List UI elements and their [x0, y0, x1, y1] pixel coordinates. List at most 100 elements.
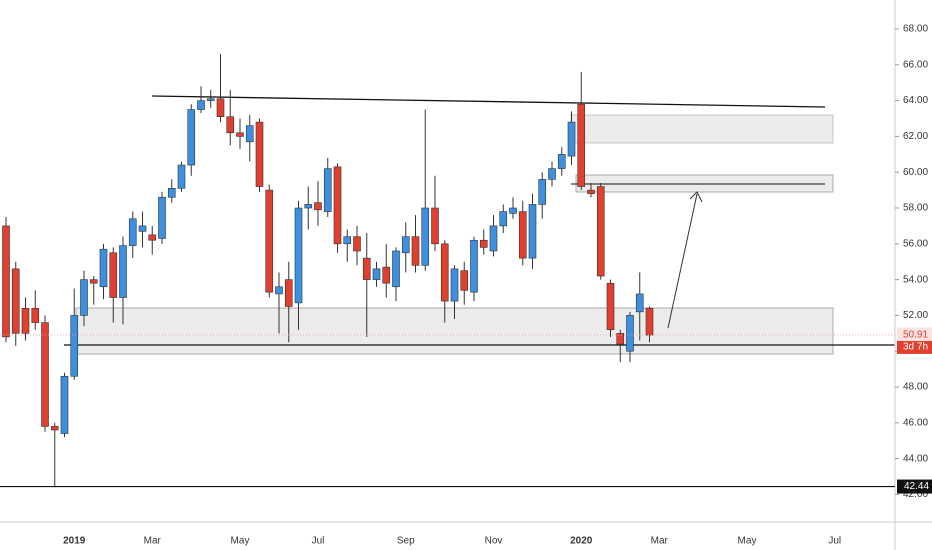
- level-label: 42.44: [904, 481, 929, 492]
- candle-body: [119, 245, 127, 298]
- candle-body: [343, 236, 352, 245]
- candle-body: [167, 188, 176, 198]
- candle-body: [197, 100, 205, 110]
- candle-body: [557, 154, 566, 169]
- y-tick-label: 48.00: [903, 382, 928, 393]
- last-price-label: 50.91: [903, 330, 928, 341]
- arrow: [667, 193, 698, 329]
- candle-body: [411, 236, 420, 266]
- y-tick-label: 66.00: [903, 59, 928, 70]
- candle-body: [11, 268, 20, 334]
- candle-body: [499, 211, 508, 227]
- countdown-label: 3d 7h: [903, 342, 928, 353]
- candle-body: [489, 225, 498, 252]
- candle-body: [206, 98, 215, 101]
- candle-body: [304, 204, 313, 209]
- candle-body: [567, 121, 576, 157]
- arrow-head: [689, 191, 703, 203]
- y-tick-label: 60.00: [903, 167, 928, 178]
- candle-body: [353, 236, 361, 252]
- candle-body: [70, 315, 79, 377]
- candle-body: [99, 248, 108, 288]
- candle-body: [60, 375, 69, 434]
- y-tick-label: 54.00: [903, 274, 928, 285]
- candle-body: [148, 234, 157, 241]
- candle-body: [255, 121, 264, 187]
- candle-body: [470, 239, 478, 293]
- candle-body: [21, 307, 30, 334]
- trend-line: [151, 95, 826, 108]
- candle-body: [187, 109, 196, 166]
- candle-body: [89, 279, 98, 284]
- candle-body: [158, 196, 166, 239]
- y-tick-label: 56.00: [903, 238, 928, 249]
- candle-body: [577, 103, 586, 187]
- candle-body: [431, 207, 439, 245]
- x-tick-label: 2019: [63, 536, 86, 547]
- candle-body: [645, 307, 654, 336]
- x-tick-label: May: [231, 536, 250, 547]
- candle-body: [606, 282, 615, 331]
- candle-body: [362, 257, 371, 280]
- candle-body: [460, 270, 469, 291]
- x-tick-label: Jul: [312, 536, 325, 547]
- candle-body: [323, 168, 332, 212]
- candle-body: [2, 225, 10, 338]
- y-tick-label: 62.00: [903, 131, 928, 142]
- candle-body: [265, 189, 274, 293]
- candle-body: [31, 307, 40, 323]
- candle-body: [216, 98, 225, 118]
- supply-zone: [570, 114, 834, 144]
- candle-body: [226, 116, 235, 134]
- y-tick-label: 52.00: [903, 310, 928, 321]
- x-tick-label: Mar: [144, 536, 162, 547]
- candle-body: [109, 252, 118, 298]
- candle-body: [236, 132, 244, 137]
- candle-body: [275, 286, 283, 295]
- candle-body: [382, 266, 391, 284]
- candle-body: [314, 202, 322, 211]
- candle-body: [284, 279, 293, 307]
- x-tick-label: Nov: [485, 536, 503, 547]
- x-tick-label: Sep: [397, 536, 415, 547]
- x-tick-label: Jul: [828, 536, 841, 547]
- candle-body: [635, 293, 644, 313]
- candle-body: [138, 225, 147, 232]
- level-box: [897, 479, 932, 494]
- candle-body: [528, 204, 537, 259]
- candle-body: [440, 243, 449, 302]
- candle-body: [421, 207, 430, 266]
- candle-body: [596, 186, 605, 277]
- candle-body: [177, 164, 186, 189]
- candle-body: [518, 211, 527, 259]
- candle-body: [626, 315, 634, 352]
- candle-body: [372, 268, 381, 280]
- candle-body: [392, 250, 400, 288]
- candle-body: [41, 322, 49, 427]
- candle-body: [479, 239, 488, 248]
- y-tick-label: 44.00: [903, 453, 928, 464]
- y-tick-label: 68.00: [903, 24, 928, 35]
- y-tick-label: 42.00: [903, 489, 928, 500]
- candle-body: [50, 426, 59, 431]
- candle-body: [128, 218, 137, 246]
- candle-body: [538, 179, 547, 205]
- candle-body: [294, 207, 303, 304]
- y-tick-label: 58.00: [903, 203, 928, 214]
- x-tick-label: 2020: [570, 536, 593, 547]
- candle-body: [450, 268, 459, 302]
- last-price-top: [897, 327, 932, 341]
- candle-body: [509, 207, 517, 214]
- candle-body: [548, 168, 556, 180]
- y-tick-label: 64.00: [903, 95, 928, 106]
- candle-body: [80, 279, 88, 316]
- x-tick-label: May: [738, 536, 757, 547]
- candle-body: [401, 236, 410, 254]
- candle-body: [333, 166, 342, 245]
- y-tick-label: 46.00: [903, 417, 928, 428]
- x-tick-label: Mar: [651, 536, 669, 547]
- candle-body: [245, 125, 254, 143]
- candle-body: [587, 189, 595, 194]
- candle-body: [616, 333, 625, 345]
